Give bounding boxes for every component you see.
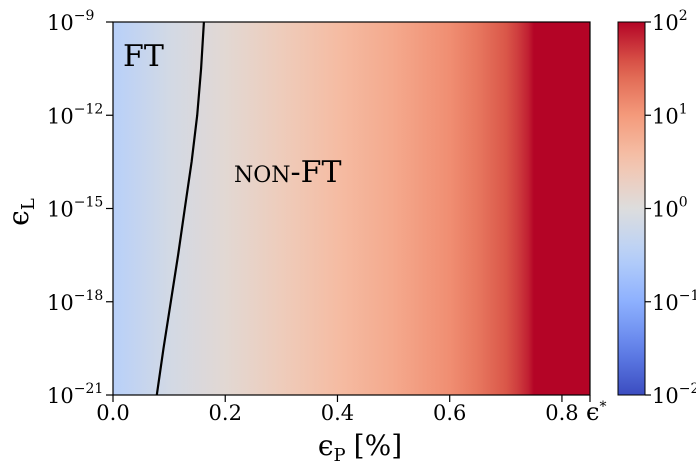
x-axis-label-sub: P [334, 445, 346, 465]
x-axis-ticks: 0.0 0.2 0.4 0.6 0.8 ϵ* [96, 395, 606, 426]
y-axis-label-main: ϵ [2, 210, 35, 226]
colorbar-tick-label: 101 [652, 101, 688, 128]
phase-boundary-line [155, 21, 205, 396]
boundary-layer [155, 21, 205, 396]
y-axis-ticks: 10−21 10−18 10−15 10−12 10−9 [47, 8, 113, 408]
colorbar [617, 21, 646, 396]
x-end-marker-label: ϵ* [586, 398, 606, 426]
y-tick-label: 10−9 [47, 8, 94, 35]
x-tick-label: 0.2 [209, 401, 242, 425]
colorbar-tick-label: 100 [652, 195, 688, 222]
x-axis-label: ϵP [%] [318, 429, 402, 465]
region-label-ft: FT [123, 39, 164, 74]
y-axis-label-sub: L [18, 198, 39, 210]
x-tick-label: 0.8 [545, 401, 578, 425]
y-tick-label: 10−15 [47, 195, 103, 222]
colorbar-tick-label: 102 [652, 8, 688, 35]
region-label-non-ft: NON-FT [234, 155, 342, 190]
colorbar-tick-label: 10−1 [652, 288, 696, 315]
x-axis-label-unit: [%] [354, 429, 402, 462]
heatmap-field [113, 22, 590, 395]
y-tick-label: 10−21 [47, 381, 103, 408]
colorbar-tick-label: 10−2 [652, 381, 696, 408]
y-axis-label: ϵL [2, 198, 39, 226]
region-label-non-ft-suffix: -FT [291, 155, 342, 190]
x-tick-label: 0.4 [321, 401, 354, 425]
y-tick-label: 10−12 [47, 101, 103, 128]
colorbar-ticks: 10−2 10−1 100 101 102 [645, 8, 696, 408]
x-tick-label: 0.0 [96, 401, 129, 425]
region-label-non-ft-prefix: NON [234, 163, 291, 188]
y-tick-label: 10−18 [47, 288, 103, 315]
x-axis-label-main: ϵ [318, 429, 334, 462]
x-tick-label: 0.6 [433, 401, 466, 425]
